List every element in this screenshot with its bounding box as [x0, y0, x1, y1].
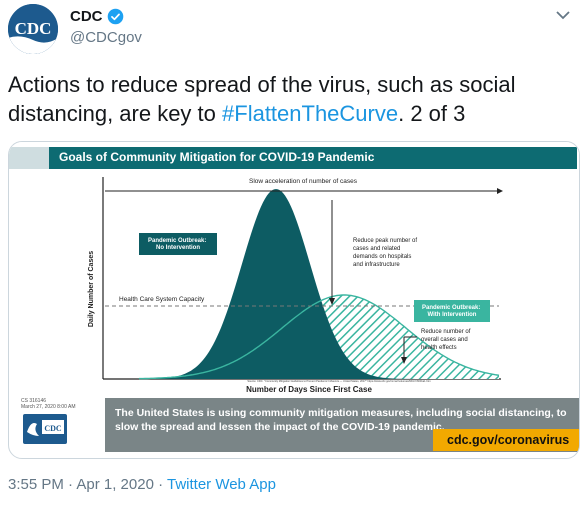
flatten-curve-chart: Health Care System Capacity Slow acceler…	[88, 177, 503, 394]
top-arrow-head	[497, 188, 503, 194]
peak-arrow-head	[329, 298, 335, 305]
banner-accent	[9, 147, 49, 169]
overall-arrow-head	[401, 357, 407, 364]
hashtag-link[interactable]: #FlattenTheCurve	[222, 101, 399, 126]
capacity-label: Health Care System Capacity	[119, 296, 205, 303]
footer-text: The United States is using community mit…	[115, 407, 567, 433]
x-axis-label: Number of Days Since First Case	[246, 385, 372, 394]
svg-text:CDC: CDC	[15, 19, 52, 38]
cs-id-line1: CS 316146	[21, 398, 47, 404]
name-row: CDC	[70, 8, 124, 25]
tweet-text-tail: . 2 of 3	[398, 101, 466, 126]
svg-text:CDC: CDC	[44, 424, 62, 433]
source-note: Source: CDC. "Community Mitigation Guide…	[247, 379, 430, 383]
cs-id: CS 316146 March 27, 2020 8:00 AM	[21, 398, 75, 410]
cdc-logo-icon: CDC	[8, 4, 58, 54]
tweet-media-image[interactable]: Goals of Community Mitigation for COVID-…	[8, 141, 580, 459]
series-with-intervention-outline	[139, 294, 500, 380]
tweet-timestamp[interactable]: 3:55 PM · Apr 1, 2020 ·	[8, 476, 167, 493]
tweet-text-body: Actions to reduce spread of the virus, s…	[8, 72, 516, 126]
top-annotation: Slow acceleration of number of cases	[249, 178, 358, 185]
verified-badge-icon	[107, 8, 123, 25]
avatar[interactable]: CDC	[8, 4, 58, 54]
tweet-text: Actions to reduce spread of the virus, s…	[8, 70, 578, 128]
peak-annotation: Reduce peak number of cases and related …	[353, 238, 419, 268]
no-intervention-box	[139, 233, 217, 255]
with-intervention-label: Pandemic Outbreak: With Intervention	[422, 305, 482, 318]
series-no-intervention	[119, 189, 429, 379]
banner-bar	[49, 147, 577, 169]
cdc-hhs-logo-icon: CDC	[23, 414, 67, 444]
cdc-link-badge: cdc.gov/coronavirus	[433, 429, 579, 451]
handle[interactable]: @CDCgov	[70, 29, 142, 46]
chevron-down-icon[interactable]	[556, 10, 570, 20]
tweet-source-link[interactable]: Twitter Web App	[166, 476, 276, 493]
display-name[interactable]: CDC	[70, 8, 103, 25]
banner-title: Goals of Community Mitigation for COVID-…	[59, 150, 375, 164]
media-banner: Goals of Community Mitigation for COVID-…	[9, 142, 579, 169]
tweet-meta: 3:55 PM · Apr 1, 2020 · Twitter Web App	[8, 476, 276, 493]
overall-annotation: Reduce number of overall cases and healt…	[421, 329, 472, 351]
with-intervention-box	[414, 300, 490, 322]
y-axis-label: Daily Number of Cases	[88, 251, 95, 327]
no-intervention-label: Pandemic Outbreak: No Intervention	[148, 238, 208, 251]
cs-id-line2: March 27, 2020 8:00 AM	[21, 404, 76, 410]
